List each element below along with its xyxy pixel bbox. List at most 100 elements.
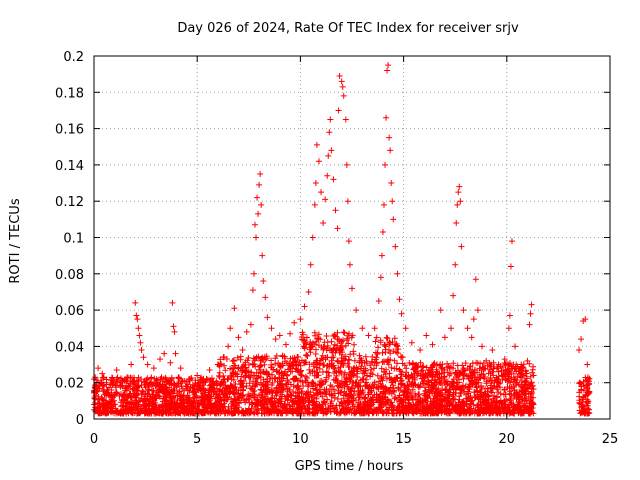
data-point: [392, 243, 399, 250]
data-point: [385, 62, 392, 69]
data-point: [342, 116, 349, 123]
grid-lines: [94, 56, 610, 419]
data-point: [330, 176, 337, 183]
data-point: [225, 343, 232, 350]
data-point: [470, 316, 477, 323]
data-point: [336, 72, 343, 79]
data-point: [206, 366, 213, 373]
data-point: [343, 161, 350, 168]
data-point: [578, 336, 585, 343]
data-point: [394, 270, 401, 277]
data-point: [254, 194, 261, 201]
data-point: [506, 312, 513, 319]
data-point: [287, 330, 294, 337]
data-point: [291, 319, 298, 326]
data-point: [169, 299, 176, 306]
y-tick-label: 0.2: [63, 50, 84, 65]
data-point: [483, 357, 490, 364]
data-point: [489, 347, 496, 354]
x-tick-label: 25: [602, 432, 619, 447]
data-point: [132, 299, 139, 306]
data-point: [231, 305, 238, 312]
data-point: [262, 294, 269, 301]
data-point: [340, 92, 347, 99]
data-point: [258, 201, 265, 208]
data-point: [383, 114, 390, 121]
data-point: [253, 234, 260, 241]
data-point: [377, 274, 384, 281]
data-point: [382, 161, 389, 168]
data-point: [157, 356, 164, 363]
data-point: [530, 372, 537, 379]
data-point: [457, 198, 464, 205]
data-point: [324, 172, 331, 179]
data-point: [134, 316, 141, 323]
data-point: [172, 350, 179, 357]
data-point: [307, 261, 314, 268]
data-point: [128, 361, 135, 368]
data-point: [161, 350, 168, 357]
y-tick-label: 0.08: [55, 268, 84, 283]
chart-title: Day 026 of 2024, Rate Of TEC Index for r…: [177, 21, 519, 36]
data-point: [133, 312, 140, 319]
data-point: [460, 307, 467, 314]
data-point: [297, 316, 304, 323]
data-point: [512, 343, 519, 350]
data-point: [268, 325, 275, 332]
background-noise-points: [91, 329, 593, 417]
data-point: [320, 219, 327, 226]
data-point: [452, 261, 459, 268]
data-point: [200, 379, 207, 386]
data-point: [312, 180, 319, 187]
data-point: [282, 341, 289, 348]
data-point: [345, 238, 352, 245]
data-point: [450, 292, 457, 299]
data-point: [339, 83, 346, 90]
data-point: [524, 357, 531, 364]
data-point: [327, 116, 334, 123]
data-point: [353, 307, 360, 314]
data-point: [315, 158, 322, 165]
data-point: [99, 370, 106, 377]
data-point: [260, 278, 267, 285]
data-point: [243, 328, 250, 335]
y-tick-label: 0.06: [55, 304, 84, 319]
data-point: [458, 243, 465, 250]
data-points: [91, 62, 591, 388]
data-point: [344, 198, 351, 205]
data-point: [124, 374, 131, 381]
data-point: [335, 107, 342, 114]
data-point: [576, 347, 583, 354]
data-point: [437, 307, 444, 314]
data-point: [136, 332, 143, 339]
data-point: [194, 372, 201, 379]
data-point: [389, 198, 396, 205]
data-point: [170, 323, 177, 330]
data-point: [408, 339, 415, 346]
data-point: [390, 216, 397, 223]
y-tick-label: 0.02: [55, 377, 84, 392]
data-point: [365, 332, 372, 339]
axis-ticks: [93, 55, 611, 420]
data-point: [227, 325, 234, 332]
y-tick-label: 0.18: [55, 86, 84, 101]
data-point: [380, 201, 387, 208]
y-tick-label: 0.04: [55, 340, 84, 355]
data-point: [518, 361, 525, 368]
data-point: [221, 354, 228, 361]
data-point: [95, 365, 102, 372]
data-point: [334, 225, 341, 232]
y-tick-label: 0: [76, 413, 84, 428]
data-point: [251, 221, 258, 228]
data-point: [113, 366, 120, 373]
data-point: [448, 325, 455, 332]
data-point: [309, 234, 316, 241]
data-point: [454, 201, 461, 208]
data-point: [582, 316, 589, 323]
data-point: [235, 334, 242, 341]
data-point: [328, 147, 335, 154]
data-point: [103, 381, 110, 388]
data-point: [468, 334, 475, 341]
data-point: [167, 359, 174, 366]
data-point: [453, 219, 460, 226]
